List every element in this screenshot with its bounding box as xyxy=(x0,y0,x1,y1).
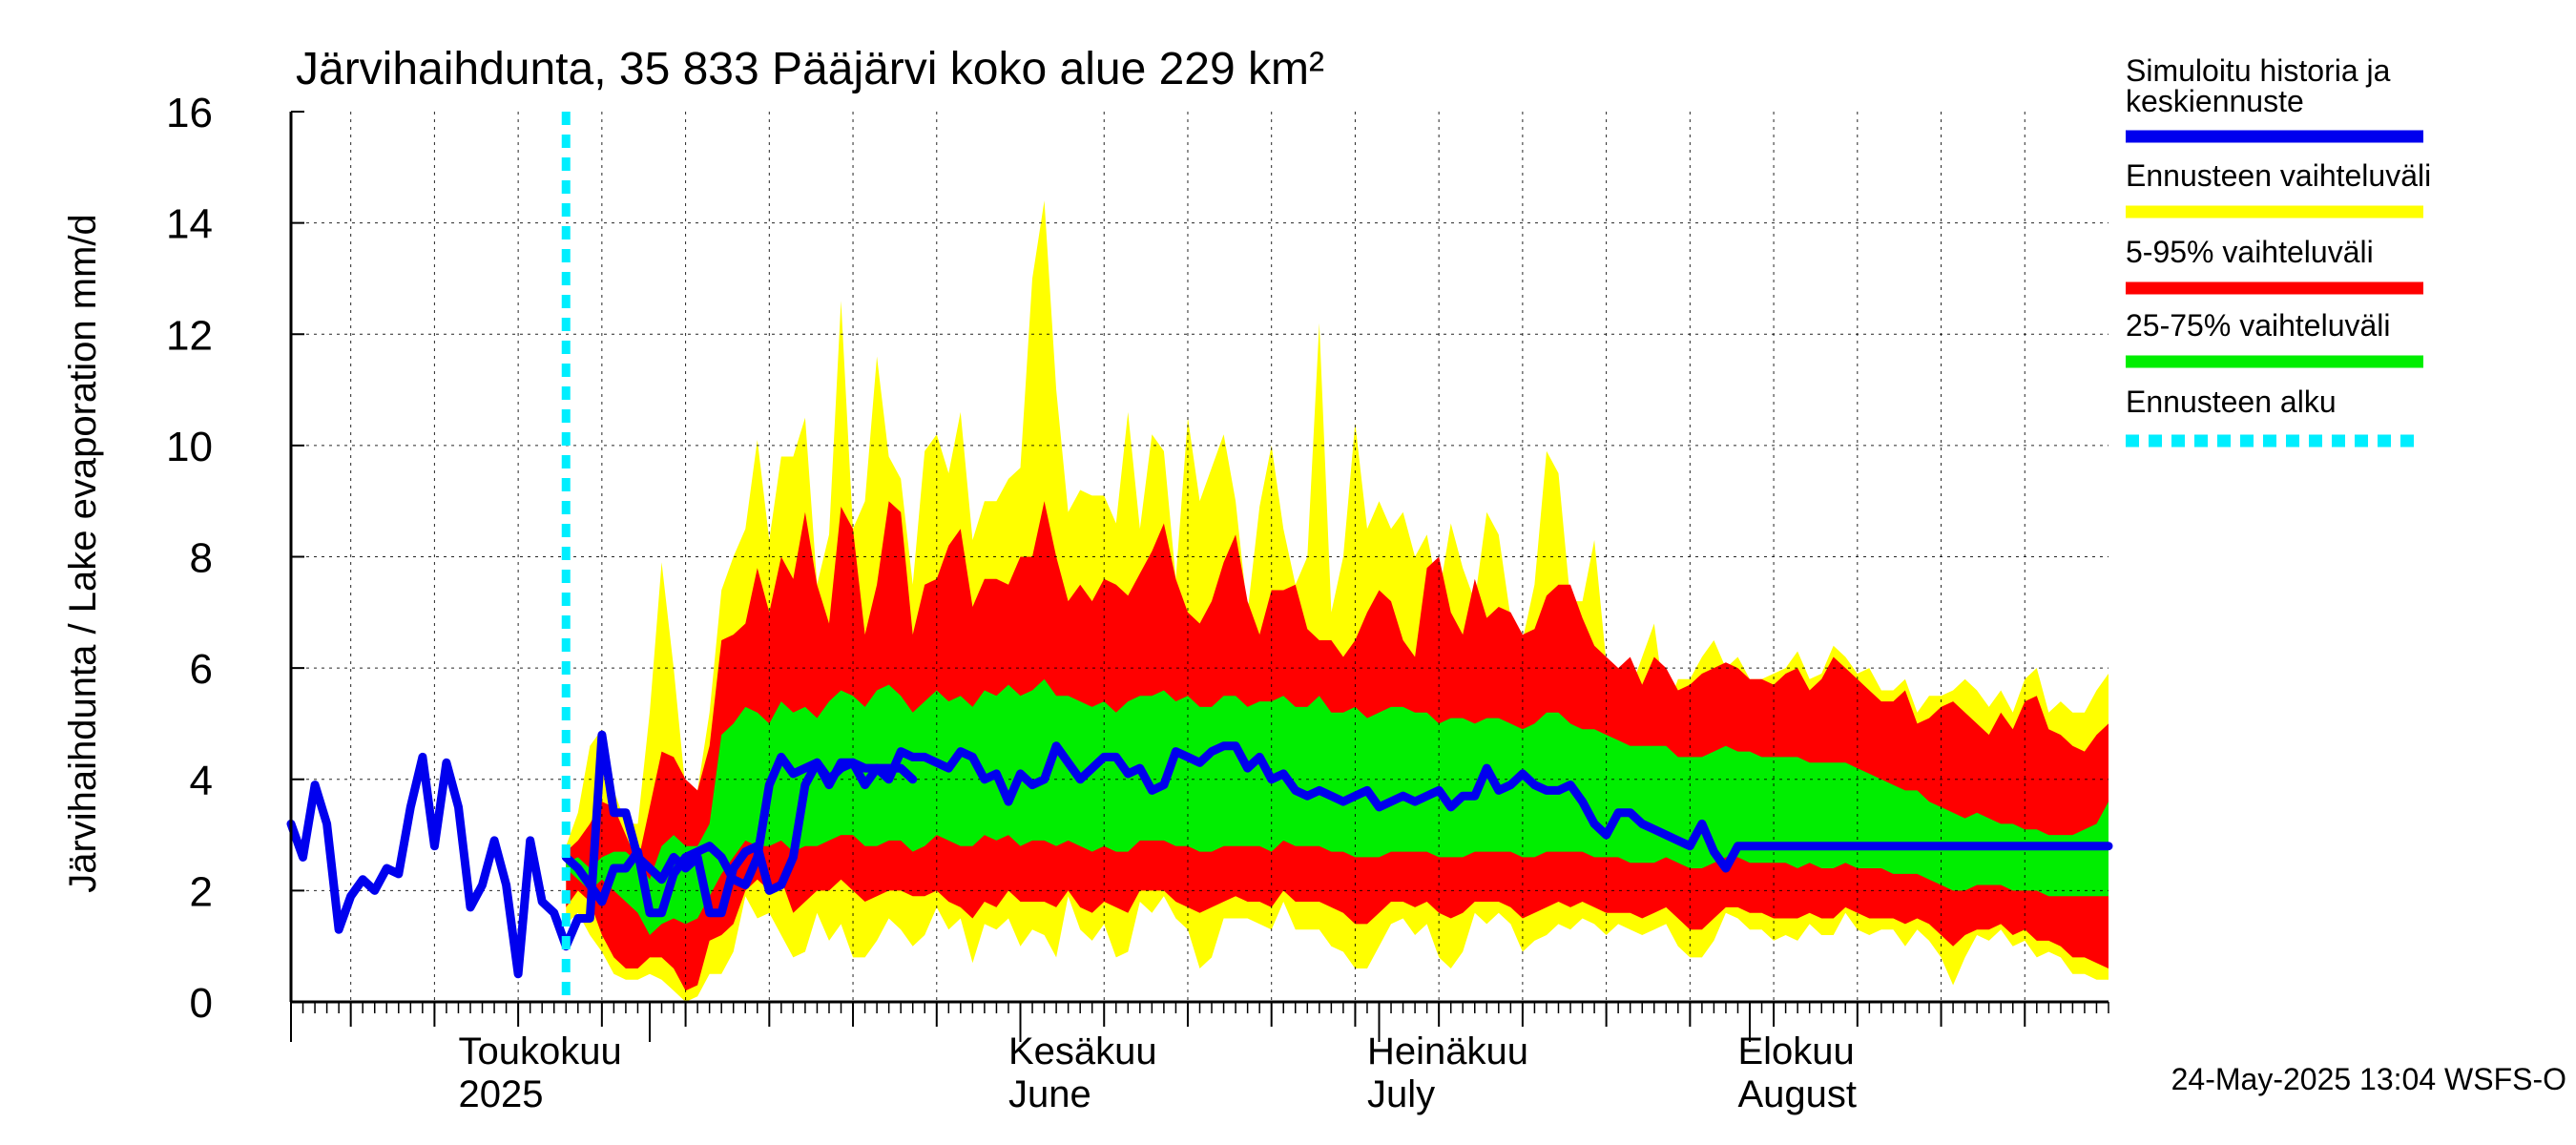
y-axis-label: Järvihaihdunta / Lake evaporation mm/d xyxy=(62,214,104,893)
y-tick-label: 16 xyxy=(166,90,213,136)
history-line xyxy=(286,730,918,979)
x-month-sublabel: August xyxy=(1737,1073,1857,1115)
y-tick-label: 4 xyxy=(190,758,213,804)
x-month-label: Heinäkuu xyxy=(1367,1030,1528,1072)
series-lines xyxy=(286,112,2113,1002)
x-month-label: Elokuu xyxy=(1737,1030,1854,1072)
chart-title: Järvihaihdunta, 35 833 Pääjärvi koko alu… xyxy=(296,44,1324,94)
y-tick-label: 6 xyxy=(190,646,213,693)
y-tick-label: 10 xyxy=(166,424,213,470)
y-tick-label: 0 xyxy=(190,980,213,1027)
y-tick-label: 8 xyxy=(190,535,213,582)
x-month-label: Kesäkuu xyxy=(1008,1030,1157,1072)
x-month-sublabel: 2025 xyxy=(458,1073,543,1115)
x-month-sublabel: July xyxy=(1367,1073,1435,1115)
grid-lines xyxy=(291,112,2109,1002)
footer-timestamp: 24-May-2025 13:04 WSFS-O xyxy=(2171,1062,2566,1096)
y-tick-label: 2 xyxy=(190,868,213,915)
band-25-75 xyxy=(566,678,2109,935)
legend-label-cont: keskiennuste xyxy=(2126,84,2304,118)
legend-label: Ennusteen vaihteluväli xyxy=(2126,158,2431,193)
legend-label: 5-95% vaihteluväli xyxy=(2126,235,2374,269)
forecast-bands xyxy=(566,200,2109,1003)
y-tick-label: 12 xyxy=(166,312,213,359)
y-tick-label: 14 xyxy=(166,201,213,248)
legend-label: Simuloitu historia ja xyxy=(2126,53,2391,88)
forecast-median-line xyxy=(561,741,2113,918)
x-month-label: Toukokuu xyxy=(458,1030,621,1072)
legend-label: 25-75% vaihteluväli xyxy=(2126,308,2391,343)
x-month-sublabel: June xyxy=(1008,1073,1091,1115)
legend-label: Ennusteen alku xyxy=(2126,385,2337,419)
